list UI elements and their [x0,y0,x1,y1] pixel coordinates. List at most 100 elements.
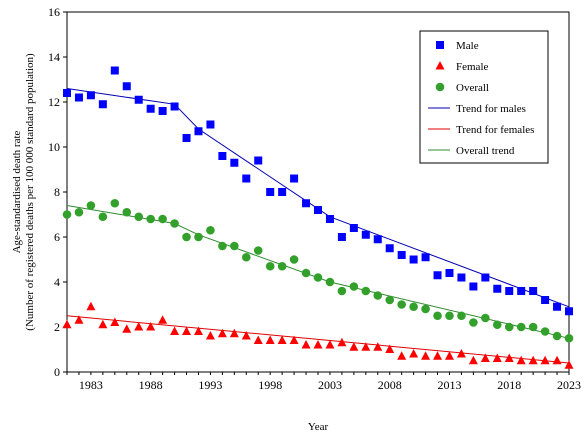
data-point [457,273,466,282]
data-point [492,353,502,362]
y-tick-label: 12 [48,95,60,109]
data-point [325,340,335,349]
data-point [361,342,371,351]
data-point [564,360,574,369]
data-point [325,277,335,287]
data-point [540,327,550,336]
data-point [158,107,167,115]
y-tick-label: 0 [54,365,60,379]
data-point [349,282,359,291]
legend-box [419,30,549,164]
data-point [289,255,299,264]
data-point [110,66,119,75]
data-point [397,251,406,259]
data-point [528,322,538,332]
data-point [86,91,95,100]
data-point [170,326,180,335]
legend-marker [436,41,444,49]
y-tick-label: 6 [54,230,60,244]
data-point [182,326,192,335]
data-point [134,212,144,222]
data-point [373,291,383,300]
data-point [122,207,132,217]
y-tick-label: 14 [48,50,60,64]
x-tick-label: 1998 [258,378,282,392]
legend-label: Overall trend [456,145,515,157]
data-point [218,152,227,160]
data-point [457,311,466,321]
data-point [325,215,334,223]
data-point [492,320,502,330]
data-point [265,261,275,271]
data-point [385,344,395,353]
data-point [444,351,454,360]
data-point [540,355,550,365]
y-axis-title-line1: Age-standardised death rate [11,130,23,253]
legend: Male Female Overall Trend for males Trend fo… [419,30,549,164]
data-point [565,307,573,316]
data-point [86,301,96,311]
data-point [397,300,406,309]
data-point [516,355,526,365]
x-tick-label: 2003 [318,378,342,392]
data-point [505,287,514,295]
data-point [481,273,490,282]
x-tick-label: 2018 [497,378,521,392]
data-point [301,340,311,349]
data-point [433,351,443,360]
data-point [134,322,144,331]
data-point [134,95,143,104]
data-point [205,331,215,340]
x-tick-label: 1993 [198,378,222,392]
data-point [62,210,72,219]
data-point [409,302,418,312]
data-point [74,93,83,102]
data-point [541,296,550,304]
data-point [182,134,191,142]
data-point [433,311,442,321]
data-point [504,353,514,362]
data-point [314,206,322,214]
data-point [253,246,263,255]
data-point [241,331,251,340]
x-tick-label: 1988 [139,378,163,392]
data-point [385,244,394,253]
data-point [122,82,131,91]
data-point [206,120,215,129]
data-point [564,333,574,343]
data-point [290,174,299,183]
data-point [433,271,442,280]
data-point [337,337,347,347]
trend-line-2 [66,205,570,339]
data-point [289,335,299,344]
data-point [468,355,478,365]
data-point [229,328,239,338]
data-point [481,313,490,323]
data-point [86,201,96,210]
data-point [313,273,323,282]
data-point [158,214,167,224]
data-point [122,324,132,333]
y-tick-label: 8 [54,185,60,199]
data-point [373,235,382,244]
data-point [146,322,156,331]
data-point [469,282,478,291]
data-point [230,241,239,251]
series-overall [62,198,574,343]
legend-marker [435,61,445,70]
y-axis-title-line2: (Number of registered deaths per 100 000… [24,53,36,331]
x-axis: 1983 1988 1993 1998 2003 2008 2013 2018 2023 [66,372,581,392]
data-point [349,342,359,351]
data-point [445,269,454,277]
data-point [62,319,72,329]
y-axis: 0 2 4 6 8 10 12 14 16 [48,5,67,379]
data-point [504,322,514,332]
data-point [206,225,215,235]
data-point [397,351,407,360]
x-tick-label: 2013 [437,378,461,392]
data-point [516,322,526,332]
x-tick-label: 2008 [378,378,402,392]
data-point [158,315,168,324]
data-point [409,255,418,264]
x-tick-label: 2023 [557,378,581,392]
